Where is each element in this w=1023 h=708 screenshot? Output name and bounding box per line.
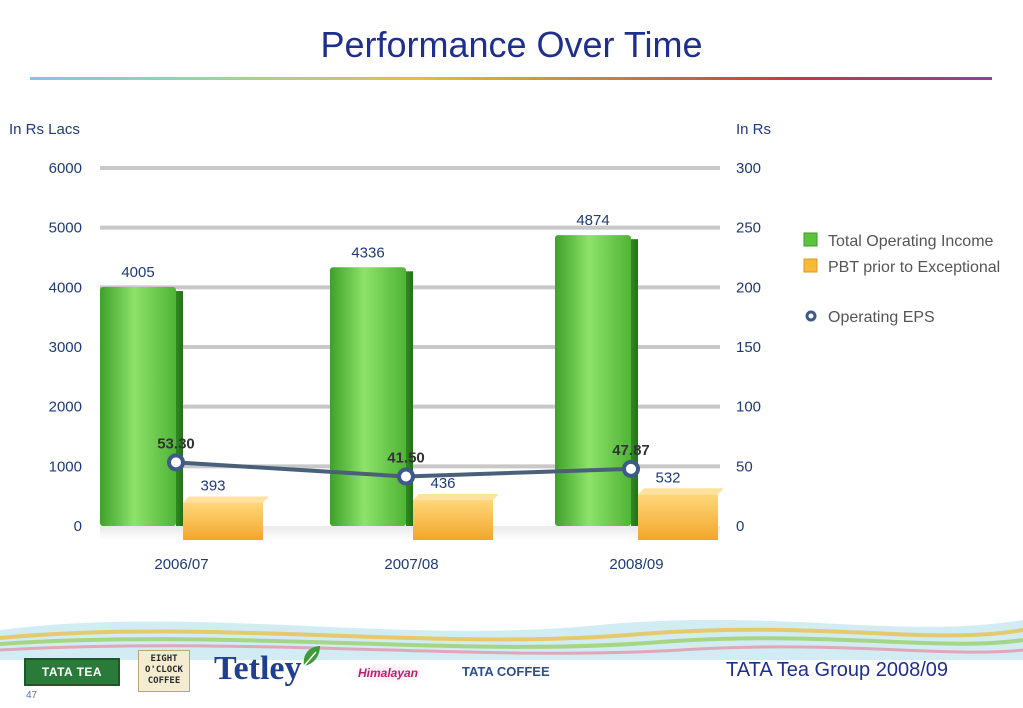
income-bar [330,267,406,526]
left-axis-unit: In Rs Lacs [9,121,80,138]
right-tick-label: 0 [736,518,744,535]
eps-point [622,459,640,478]
pbt-bar [183,502,263,540]
pbt-bar [413,499,493,540]
tetley-logo: Tetley [214,650,302,687]
himalayan-logo: Himalayan [346,662,430,684]
title-divider [30,77,992,80]
pbt-value-label: 436 [430,475,455,492]
pbt-bar-top [413,493,499,500]
pbt-value-label: 393 [200,478,225,495]
income-value-label: 4336 [351,244,384,261]
page-title: Performance Over Time [320,24,703,65]
category-label: 2007/08 [384,556,438,573]
pbt-bar [638,494,718,540]
pbt-value-label: 532 [655,469,680,486]
income-bar-side [631,239,638,526]
left-tick-label: 4000 [49,279,82,296]
income-bar-side [176,291,183,526]
right-tick-label: 200 [736,279,761,296]
right-tick-label: 150 [736,339,761,356]
left-tick-label: 5000 [49,220,82,237]
right-tick-label: 250 [736,220,761,237]
tetley-leaf-icon [303,646,320,667]
income-bar-side [406,271,413,526]
group-footer-text: TATA Tea Group 2008/09 [726,659,948,681]
eps-value-label: 41.50 [387,449,425,466]
left-tick-label: 3000 [49,339,82,356]
slide-number: 47 [26,690,38,701]
right-tick-label: 50 [736,458,753,475]
left-tick-label: 2000 [49,399,82,416]
left-tick-label: 0 [74,518,82,535]
pbt-bar-top [638,488,724,495]
eps-value-label: 53.30 [157,435,195,452]
eps-point [167,453,185,472]
tata-coffee-logo: TATA COFFEE [462,664,550,679]
right-axis-unit: In Rs [736,121,772,138]
right-tick-label: 300 [736,160,761,177]
performance-chart: 0 0 1000 50 2000 100 3000 150 4000 200 5000 250 6000… [49,160,1001,573]
legend-label-eps: Operating EPS [828,309,935,326]
eps-value-label: 47.87 [612,442,650,459]
legend-swatch-income [803,232,818,247]
income-bar [100,287,176,526]
tata-tea-logo: TATA TEA [24,658,120,686]
eps-point [397,467,415,486]
right-tick-label: 100 [736,399,761,416]
decorative-wave [0,619,1023,660]
income-bar [555,235,631,526]
legend-marker-eps [805,310,817,322]
pbt-bar-top [183,496,269,503]
income-value-label: 4874 [576,212,609,229]
legend-label-pbt: PBT prior to Exceptional [828,259,1000,276]
legend-label-income: Total Operating Income [828,233,994,250]
left-tick-label: 6000 [49,160,82,177]
category-label: 2006/07 [154,556,208,573]
income-value-label: 4005 [121,264,154,281]
eight-oclock-logo: EIGHT O'CLOCK COFFEE [138,650,190,692]
legend-swatch-pbt [803,258,818,273]
brand-logos-footer: TATA TEA EIGHT O'CLOCK COFFEE Tetley Him… [0,640,1023,708]
category-label: 2008/09 [609,556,663,573]
left-tick-label: 1000 [49,458,82,475]
